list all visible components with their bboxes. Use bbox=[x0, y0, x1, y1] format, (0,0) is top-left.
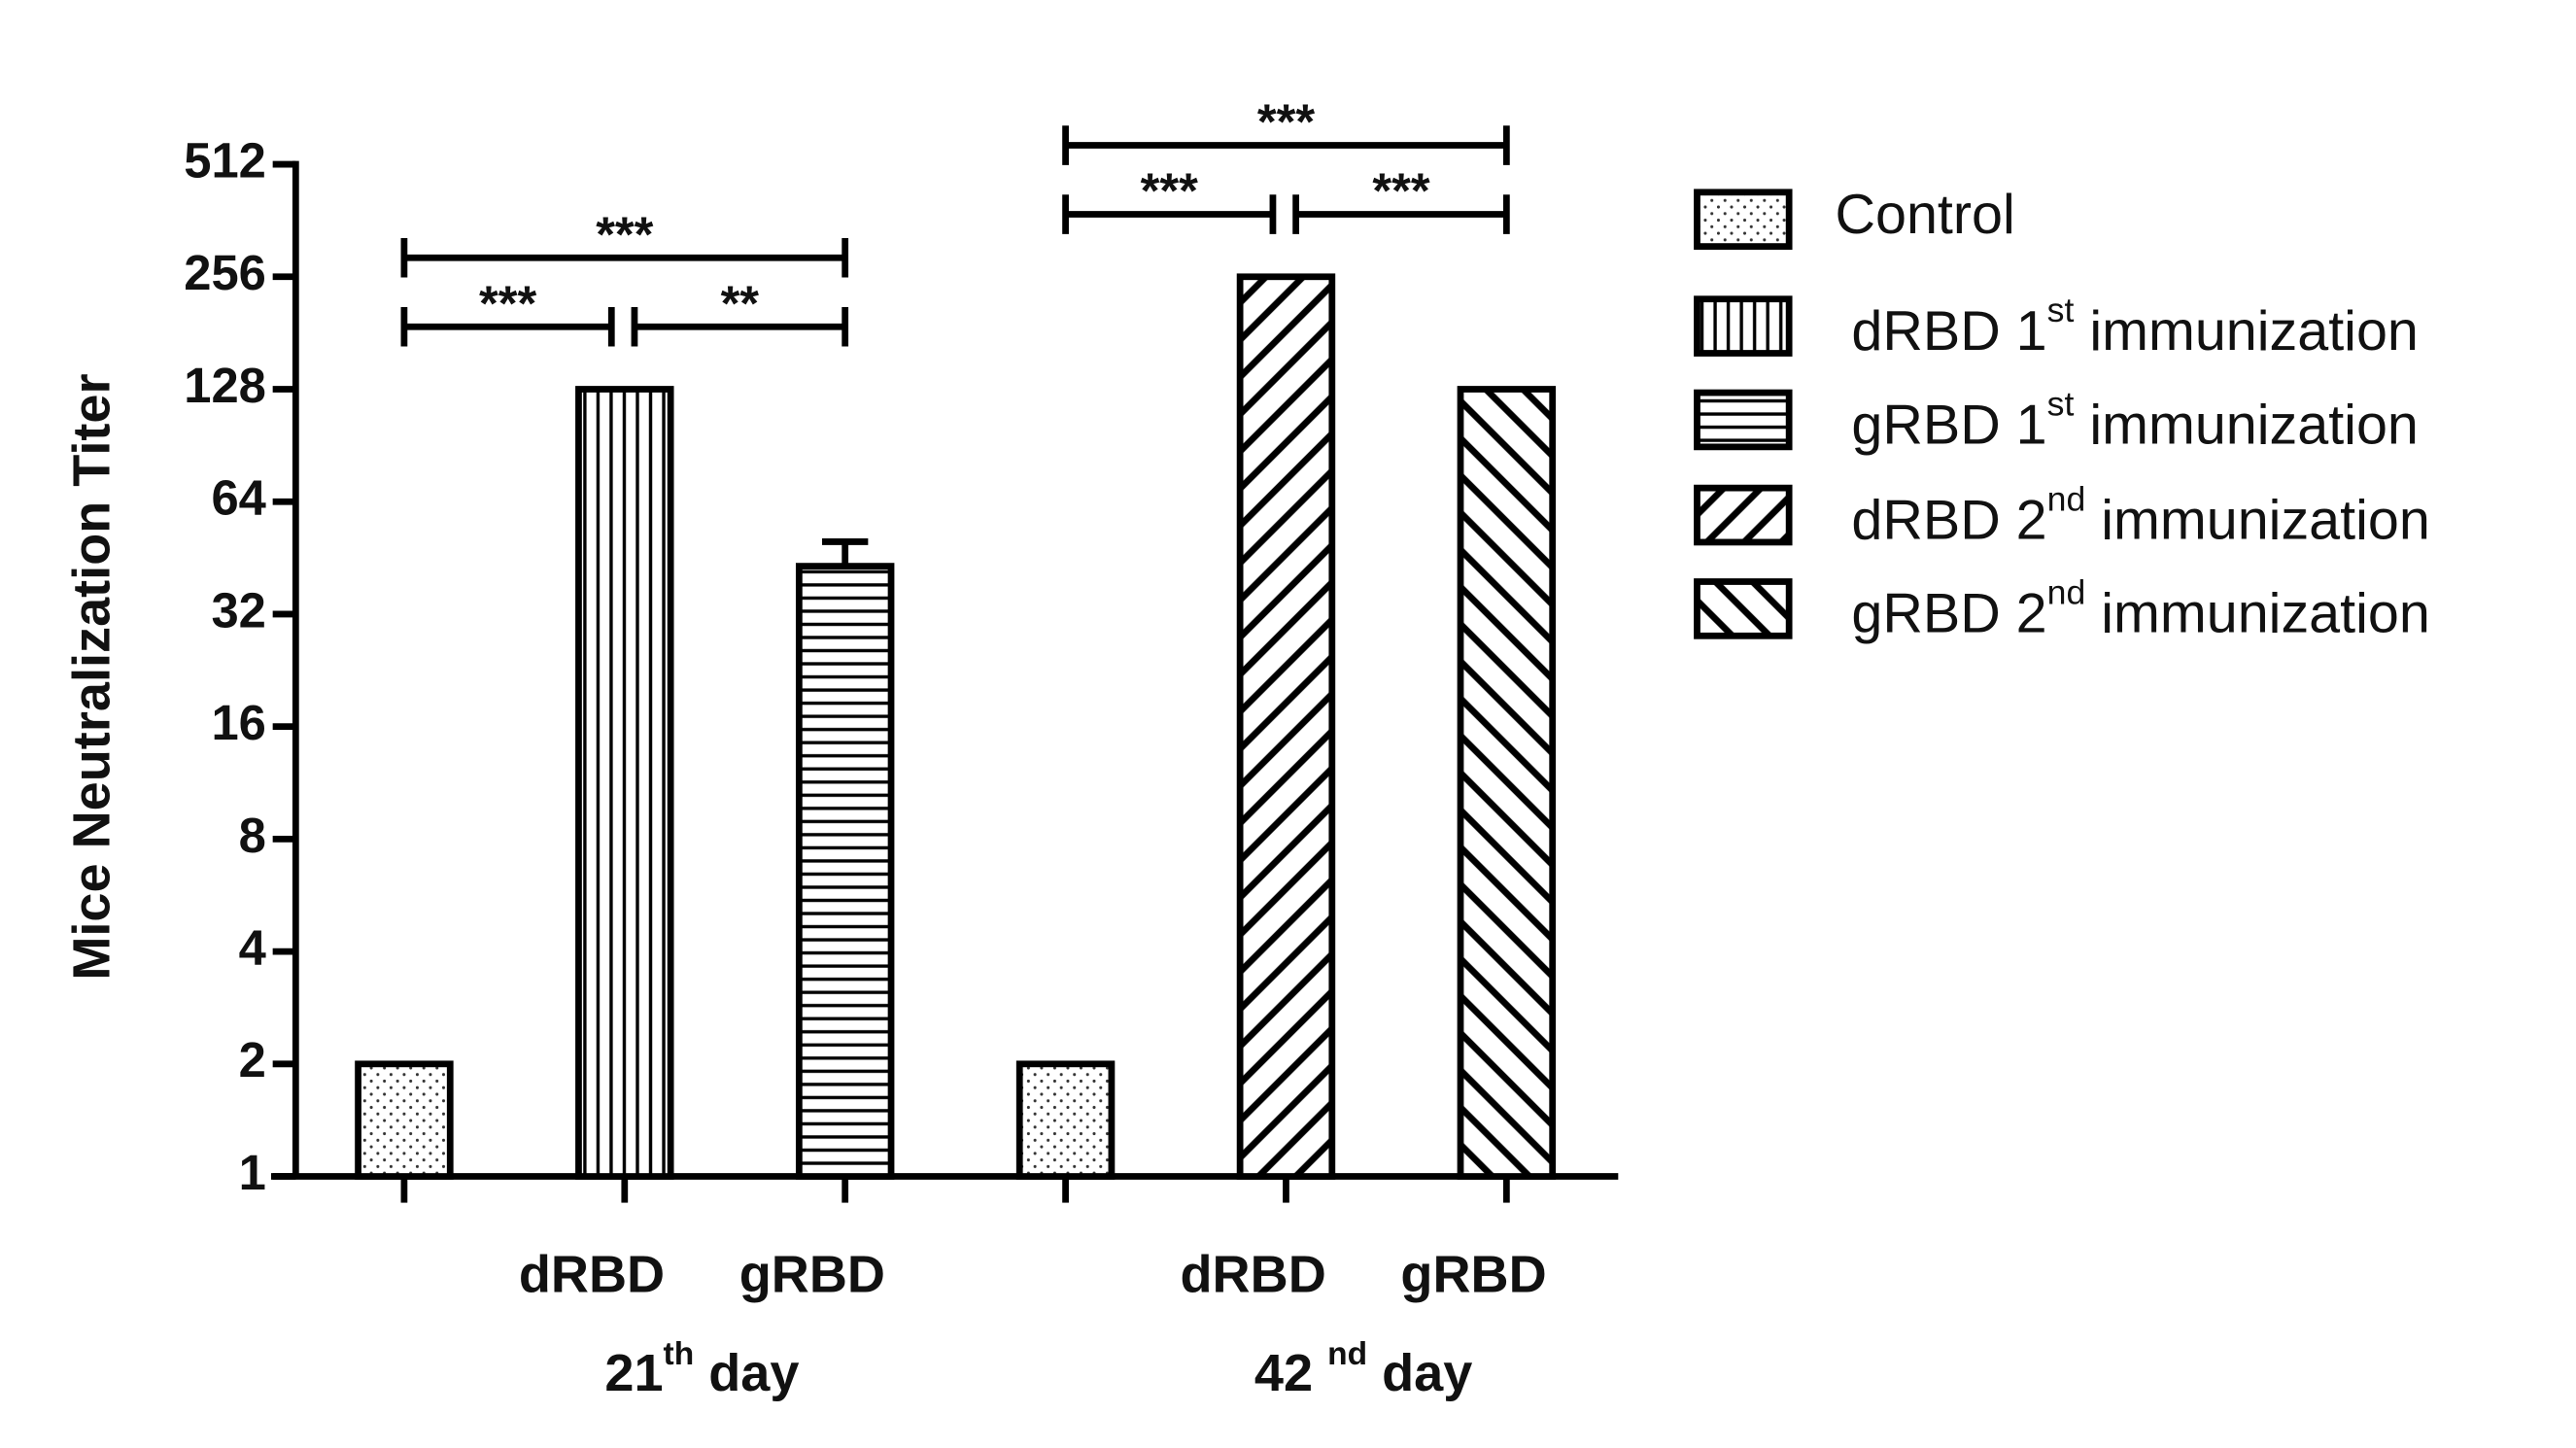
error-bar bbox=[822, 538, 869, 567]
x-tick-label: gRBD bbox=[1400, 1246, 1546, 1304]
legend-label-superscript: nd bbox=[2047, 480, 2086, 519]
significance-label: *** bbox=[1372, 163, 1429, 219]
significance-bracket bbox=[631, 306, 849, 347]
significance-label: *** bbox=[1257, 94, 1315, 150]
legend-label-part: gRBD 2 bbox=[1851, 583, 2046, 645]
group-label-superscript: th bbox=[664, 1336, 695, 1372]
legend-label: gRBD 1st immunization bbox=[1851, 385, 2418, 457]
group-label-part: 42 bbox=[1254, 1344, 1327, 1402]
group-label-superscript: nd bbox=[1327, 1336, 1367, 1372]
group-label-part: day bbox=[1367, 1344, 1472, 1402]
significance-bracket bbox=[400, 237, 849, 278]
legend-label-superscript: st bbox=[2047, 385, 2075, 424]
significance-bracket bbox=[400, 306, 615, 347]
x-tick-label: dRBD bbox=[1181, 1246, 1326, 1304]
legend-swatch bbox=[1694, 389, 1793, 451]
legend-label-part: Control bbox=[1835, 184, 2014, 246]
significance-label: *** bbox=[596, 206, 653, 261]
y-tick-label: 2 bbox=[239, 1032, 266, 1087]
group-label: 42 nd day bbox=[1254, 1336, 1472, 1402]
group-label-part: 21 bbox=[604, 1344, 663, 1402]
legend-label: dRBD 2nd immunization bbox=[1851, 480, 2429, 552]
y-tick-label: 8 bbox=[239, 808, 266, 863]
legend-label-part: immunization bbox=[2085, 490, 2430, 552]
legend-label-part: dRBD 2 bbox=[1851, 490, 2046, 552]
legend-label-part: immunization bbox=[2085, 583, 2430, 645]
significance-bracket bbox=[1062, 194, 1277, 234]
legend-swatch bbox=[1694, 578, 1793, 639]
significance-bracket bbox=[1292, 194, 1510, 234]
y-tick-label: 16 bbox=[211, 695, 265, 750]
legend-swatch bbox=[1694, 484, 1793, 546]
y-tick-label: 4 bbox=[239, 919, 266, 975]
legend-label-part: immunization bbox=[2074, 300, 2419, 362]
y-axis-title: Mice Neutralization Titer bbox=[62, 373, 120, 980]
significance-label: *** bbox=[1141, 163, 1198, 219]
bar bbox=[355, 1060, 454, 1180]
significance-bracket bbox=[1062, 125, 1510, 165]
x-tick-label: dRBD bbox=[519, 1246, 665, 1304]
legend-label: Control bbox=[1835, 184, 2014, 246]
bar bbox=[795, 563, 895, 1180]
y-tick-label: 32 bbox=[211, 582, 265, 638]
y-tick-label: 1 bbox=[239, 1145, 266, 1200]
legend-label: gRBD 2nd immunization bbox=[1851, 573, 2429, 645]
legend-label-part: gRBD 1 bbox=[1851, 394, 2046, 456]
x-tick-label: gRBD bbox=[739, 1246, 885, 1304]
legend-label-part: dRBD 1 bbox=[1851, 300, 2046, 362]
y-tick-label: 128 bbox=[184, 358, 266, 413]
y-tick-label: 256 bbox=[184, 245, 266, 300]
significance-label: ** bbox=[721, 275, 760, 330]
bar bbox=[1236, 273, 1336, 1180]
bar bbox=[1457, 386, 1557, 1180]
bar bbox=[575, 386, 674, 1180]
y-tick-label: 512 bbox=[184, 132, 266, 188]
legend-label-part: immunization bbox=[2074, 394, 2419, 456]
group-label-part: day bbox=[694, 1344, 799, 1402]
legend-swatch bbox=[1694, 189, 1793, 250]
legend-label-superscript: nd bbox=[2047, 573, 2086, 612]
group-label: 21th day bbox=[604, 1336, 799, 1402]
bar bbox=[1015, 1060, 1116, 1180]
y-tick-label: 64 bbox=[211, 470, 265, 526]
significance-label: *** bbox=[479, 275, 536, 330]
legend-label: dRBD 1st immunization bbox=[1851, 291, 2418, 362]
legend-label-superscript: st bbox=[2047, 291, 2075, 329]
legend-swatch bbox=[1694, 295, 1793, 357]
